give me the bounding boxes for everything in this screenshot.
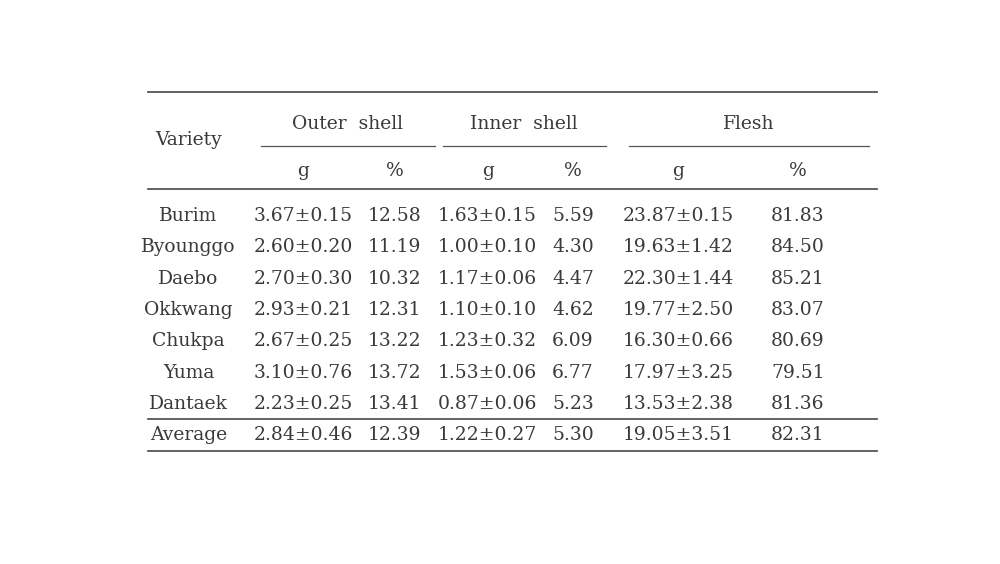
Text: Daebo: Daebo <box>158 270 219 288</box>
Text: 81.83: 81.83 <box>771 207 825 225</box>
Text: Burim: Burim <box>159 207 218 225</box>
Text: 6.77: 6.77 <box>552 364 594 381</box>
Text: 1.00±0.10: 1.00±0.10 <box>438 239 537 257</box>
Text: 13.72: 13.72 <box>368 364 422 381</box>
Text: g: g <box>672 162 684 180</box>
Text: 82.31: 82.31 <box>771 426 825 444</box>
Text: 16.30±0.66: 16.30±0.66 <box>623 332 734 350</box>
Text: 12.39: 12.39 <box>368 426 421 444</box>
Text: 23.87±0.15: 23.87±0.15 <box>623 207 734 225</box>
Text: 19.05±3.51: 19.05±3.51 <box>623 426 734 444</box>
Text: 84.50: 84.50 <box>771 239 825 257</box>
Text: 12.31: 12.31 <box>368 301 421 319</box>
Text: Variety: Variety <box>155 131 222 149</box>
Text: Byounggo: Byounggo <box>141 239 236 257</box>
Text: 5.23: 5.23 <box>552 395 594 413</box>
Text: 3.10±0.76: 3.10±0.76 <box>254 364 353 381</box>
Text: 85.21: 85.21 <box>771 270 825 288</box>
Text: Average: Average <box>150 426 227 444</box>
Text: 19.63±1.42: 19.63±1.42 <box>623 239 734 257</box>
Text: 13.22: 13.22 <box>368 332 422 350</box>
Text: Yuma: Yuma <box>163 364 214 381</box>
Text: %: % <box>386 162 404 180</box>
Text: Outer  shell: Outer shell <box>292 115 403 133</box>
Text: 2.67±0.25: 2.67±0.25 <box>254 332 353 350</box>
Text: 4.47: 4.47 <box>552 270 594 288</box>
Text: 1.53±0.06: 1.53±0.06 <box>438 364 537 381</box>
Text: 19.77±2.50: 19.77±2.50 <box>623 301 734 319</box>
Text: Inner  shell: Inner shell <box>470 115 578 133</box>
Text: 5.30: 5.30 <box>552 426 594 444</box>
Text: 22.30±1.44: 22.30±1.44 <box>623 270 734 288</box>
Text: 1.23±0.32: 1.23±0.32 <box>438 332 537 350</box>
Text: Dantaek: Dantaek <box>149 395 228 413</box>
Text: 2.60±0.20: 2.60±0.20 <box>254 239 353 257</box>
Text: 6.09: 6.09 <box>552 332 594 350</box>
Text: g: g <box>482 162 494 180</box>
Text: 4.62: 4.62 <box>552 301 594 319</box>
Text: 12.58: 12.58 <box>368 207 422 225</box>
Text: 10.32: 10.32 <box>368 270 422 288</box>
Text: 13.41: 13.41 <box>368 395 421 413</box>
Text: %: % <box>789 162 807 180</box>
Text: 2.84±0.46: 2.84±0.46 <box>254 426 353 444</box>
Text: 1.63±0.15: 1.63±0.15 <box>438 207 537 225</box>
Text: 13.53±2.38: 13.53±2.38 <box>623 395 734 413</box>
Text: 2.23±0.25: 2.23±0.25 <box>254 395 353 413</box>
Text: 80.69: 80.69 <box>771 332 825 350</box>
Text: %: % <box>564 162 582 180</box>
Text: Okkwang: Okkwang <box>144 301 233 319</box>
Text: 83.07: 83.07 <box>771 301 825 319</box>
Text: 1.22±0.27: 1.22±0.27 <box>438 426 537 444</box>
Text: 0.87±0.06: 0.87±0.06 <box>438 395 537 413</box>
Text: 3.67±0.15: 3.67±0.15 <box>254 207 353 225</box>
Text: 11.19: 11.19 <box>368 239 421 257</box>
Text: 79.51: 79.51 <box>771 364 825 381</box>
Text: 1.17±0.06: 1.17±0.06 <box>438 270 537 288</box>
Text: 81.36: 81.36 <box>771 395 824 413</box>
Text: g: g <box>297 162 309 180</box>
Text: 4.30: 4.30 <box>552 239 594 257</box>
Text: 17.97±3.25: 17.97±3.25 <box>623 364 734 381</box>
Text: 5.59: 5.59 <box>552 207 594 225</box>
Text: Flesh: Flesh <box>723 115 775 133</box>
Text: 1.10±0.10: 1.10±0.10 <box>438 301 537 319</box>
Text: Chukpa: Chukpa <box>152 332 225 350</box>
Text: 2.70±0.30: 2.70±0.30 <box>254 270 353 288</box>
Text: 2.93±0.21: 2.93±0.21 <box>254 301 353 319</box>
